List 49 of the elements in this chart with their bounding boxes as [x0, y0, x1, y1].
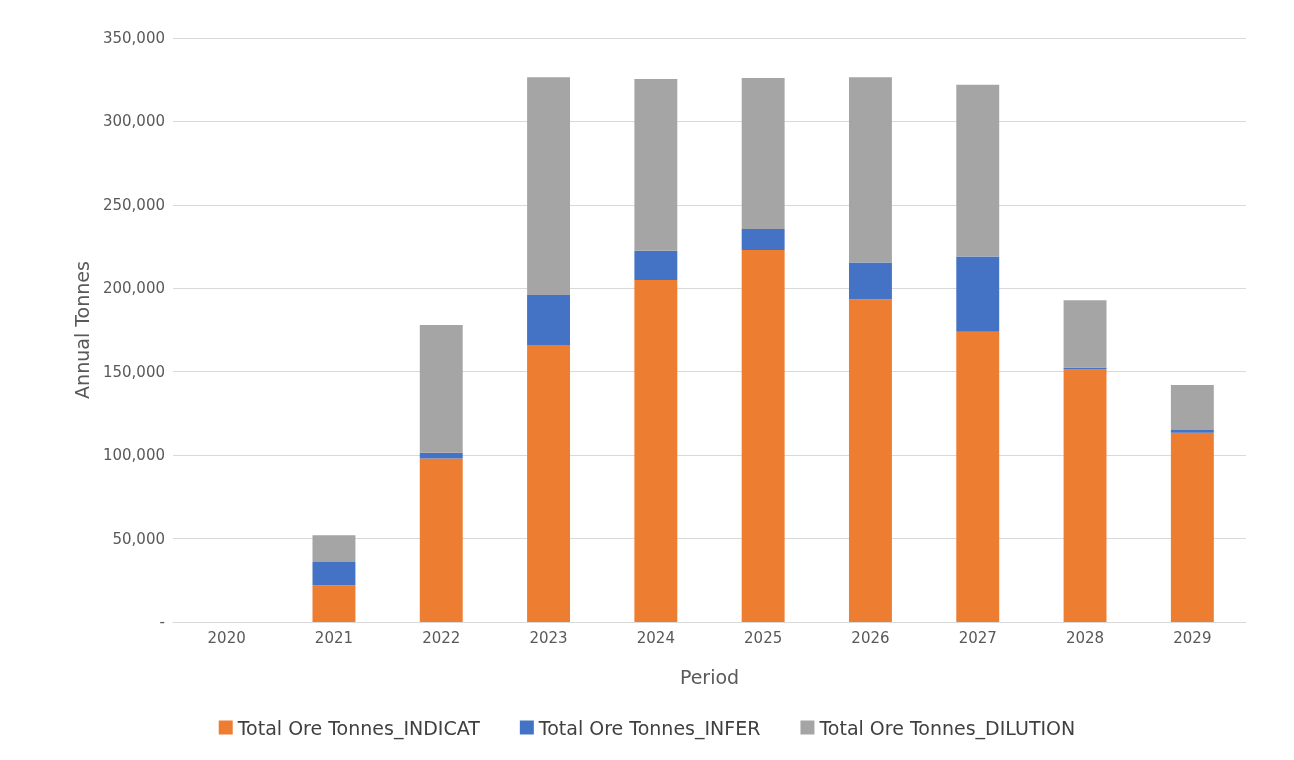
- legend-label: Total Ore Tonnes_DILUTION: [818, 716, 1076, 740]
- y-tick-label: -: [159, 613, 165, 631]
- y-tick-label: 350,000: [102, 29, 165, 47]
- y-tick-label: 200,000: [102, 279, 165, 298]
- y-tick-label: 300,000: [102, 112, 165, 131]
- legend-label: Total Ore Tonnes_INFER: [537, 716, 761, 740]
- bar: [956, 331, 1000, 622]
- bar: [527, 77, 571, 295]
- bar: [848, 77, 892, 263]
- y-tick-label: 150,000: [102, 362, 165, 381]
- bar: [848, 299, 892, 622]
- bar: [419, 458, 463, 622]
- bar: [956, 84, 1000, 257]
- bar: [634, 250, 678, 280]
- bar: [741, 249, 785, 622]
- bar: [741, 229, 785, 250]
- bar: [741, 78, 785, 230]
- bar: [1170, 429, 1214, 433]
- x-tick-label: 2022: [422, 628, 461, 647]
- bar: [1063, 300, 1107, 368]
- bar: [634, 279, 678, 622]
- bar: [848, 262, 892, 300]
- bar: [634, 78, 678, 251]
- bar: [312, 585, 356, 622]
- x-tick-label: 2023: [529, 628, 568, 647]
- x-tick-label: 2028: [1065, 628, 1105, 647]
- y-tick-label: 50,000: [112, 529, 165, 548]
- bar: [1063, 367, 1107, 370]
- x-tick-label: 2024: [636, 628, 675, 647]
- y-axis-title: Annual Tonnes: [70, 261, 93, 399]
- x-tick-label: 2026: [851, 628, 890, 647]
- bar: [527, 294, 571, 346]
- x-axis-title: Period: [679, 665, 740, 688]
- x-tick-label: 2020: [207, 628, 246, 647]
- bar: [1170, 384, 1214, 430]
- bar: [1063, 369, 1107, 622]
- y-tick-label: 100,000: [102, 446, 165, 465]
- x-tick-label: 2025: [744, 628, 783, 647]
- x-tick-label: 2029: [1173, 628, 1212, 647]
- bar: [956, 256, 1000, 332]
- bar: [312, 561, 356, 586]
- y-tick-label: 250,000: [102, 195, 165, 214]
- bar: [419, 324, 463, 453]
- bar: [312, 535, 356, 562]
- x-tick-label: 2021: [314, 628, 354, 647]
- bar: [527, 345, 571, 622]
- x-tick-label: 2027: [958, 628, 997, 647]
- legend-label: Total Ore Tonnes_INDICAT: [236, 716, 481, 740]
- bar: [1170, 432, 1214, 622]
